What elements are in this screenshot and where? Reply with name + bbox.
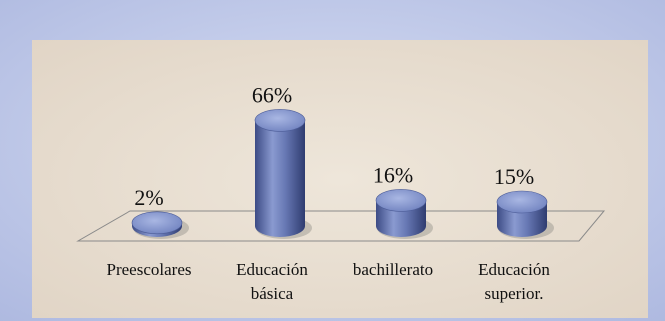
bars-layer <box>131 109 554 239</box>
bar-3 <box>375 189 433 239</box>
category-label: Educación superior. <box>478 260 550 303</box>
bar-top <box>254 109 306 132</box>
chart-floor <box>76 210 606 242</box>
bar-top <box>131 211 183 235</box>
value-label: 15% <box>494 164 534 189</box>
value-label: 16% <box>373 162 413 187</box>
bar-body <box>255 120 305 237</box>
bar-2 <box>254 109 312 239</box>
bar-top <box>496 190 548 214</box>
value-label: 66% <box>252 82 292 107</box>
bar-4 <box>496 190 554 239</box>
bar-top <box>375 189 427 212</box>
category-label: Preescolares <box>107 260 192 279</box>
labels-layer: 2% Preescolares 66% Educación básica 16% bachi… <box>107 82 551 303</box>
bar-1 <box>131 211 189 239</box>
value-label: 2% <box>134 185 163 210</box>
category-label: bachillerato <box>353 260 433 279</box>
category-label: Educación básica <box>236 260 308 303</box>
plot-panel <box>32 40 648 318</box>
